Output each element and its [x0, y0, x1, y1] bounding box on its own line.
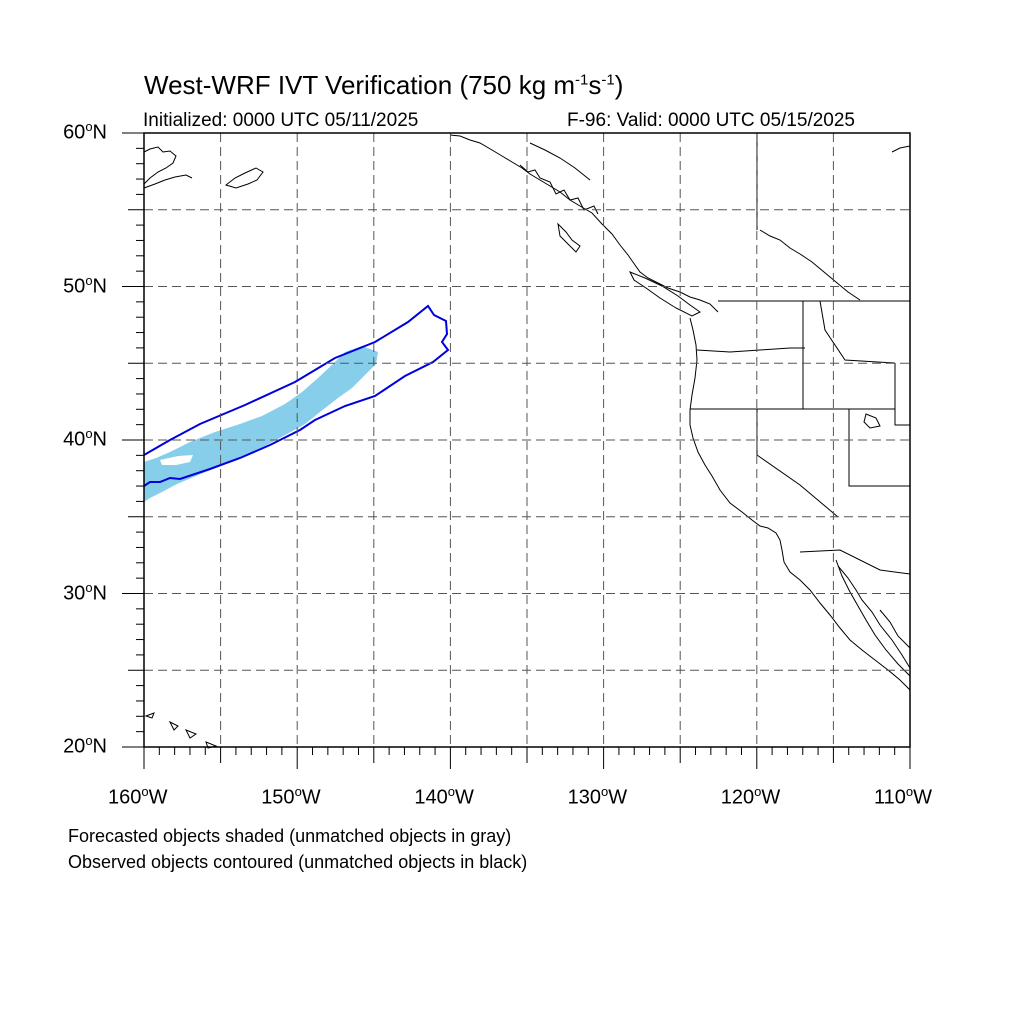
valid-time-label: F-96: Valid: 0000 UTC 05/15/2025 — [567, 110, 855, 131]
initialized-label: Initialized: 0000 UTC 05/11/2025 — [143, 110, 419, 131]
tick-number: 30 — [63, 582, 86, 605]
vancouver-island — [628, 271, 701, 317]
gridlines — [144, 133, 910, 747]
hemisphere-letter: W — [913, 786, 933, 809]
degree-mark: o — [447, 784, 455, 799]
us-mexico-border — [799, 549, 911, 575]
hawaii-islands — [144, 712, 218, 749]
lat-label-50: 50oN — [63, 273, 107, 299]
map-frame-group — [122, 132, 911, 769]
forecast-object-gap — [160, 455, 193, 465]
degree-mark: o — [85, 119, 93, 134]
forecast-ivt-object — [144, 346, 378, 502]
tick-number: 40 — [63, 428, 86, 451]
hemisphere-letter: W — [761, 786, 781, 809]
kodiak-island — [224, 167, 264, 189]
degree-mark: o — [905, 784, 914, 799]
degree-mark: o — [85, 579, 93, 595]
haida-gwaii — [557, 222, 581, 253]
degree-mark: o — [85, 733, 93, 748]
degree-mark: o — [754, 784, 762, 799]
tick-number: 50 — [63, 275, 86, 298]
tick-number: 140 — [414, 786, 448, 809]
tick-number: 110 — [874, 786, 906, 809]
wyoming-border — [894, 363, 910, 426]
california-nevada-border — [756, 409, 839, 518]
lat-label-60: 60oN — [63, 119, 107, 145]
lat-label-40: 40oN — [63, 426, 107, 452]
nevada-utah-border — [848, 409, 910, 487]
hemisphere-letter: N — [92, 275, 107, 298]
hemisphere-letter: W — [301, 786, 321, 809]
tick-number: 120 — [720, 786, 755, 809]
title-sup-2: -1 — [601, 71, 615, 89]
hemisphere-letter: N — [92, 121, 107, 144]
lon-label-150: 150oW — [261, 784, 321, 810]
hemisphere-letter: N — [92, 428, 107, 451]
title-main: West-WRF IVT Verification (750 kg m — [144, 70, 576, 100]
observed-object-contour — [143, 304, 450, 487]
alaska-peninsula-south-coast — [143, 174, 193, 189]
forecast-object-shaded — [144, 346, 378, 502]
tick-number: 150 — [261, 786, 295, 809]
alaska-peninsula-coast — [143, 146, 177, 185]
canada-alaska-inland — [759, 229, 861, 301]
northeast-coast-fragment — [891, 145, 911, 153]
us-pacific-coast — [689, 317, 911, 691]
lon-label-160: 160oW — [108, 784, 168, 810]
hemisphere-letter: W — [148, 786, 168, 809]
mainland-mexico-coast — [879, 609, 911, 649]
tick-number: 130 — [567, 786, 601, 809]
tick-number: 160 — [108, 786, 142, 809]
lon-label-120: 120oW — [721, 784, 781, 810]
alaska-panhandle-islands — [519, 164, 599, 215]
degree-mark: o — [600, 784, 609, 799]
title-sup-1: -1 — [575, 71, 589, 89]
alaska-coast-border — [529, 142, 591, 181]
baja-peninsula-inner — [835, 559, 911, 677]
hemisphere-letter: N — [92, 735, 107, 758]
title-end: ) — [614, 70, 624, 100]
forecast-legend-note: Forecasted objects shaded (unmatched obj… — [68, 826, 512, 846]
coastlines — [143, 134, 911, 749]
hemisphere-letter: W — [608, 786, 628, 809]
degree-mark: o — [85, 272, 93, 288]
washington-oregon-border — [696, 347, 805, 353]
gulf-of-california — [837, 565, 911, 669]
degree-mark: o — [85, 426, 93, 441]
observed-ivt-contour — [143, 304, 450, 487]
tick-number: 60 — [63, 121, 86, 144]
title-mid: s — [588, 70, 602, 100]
hemisphere-letter: W — [455, 786, 474, 809]
observed-legend-note: Observed objects contoured (unmatched ob… — [68, 852, 528, 872]
lon-label-110: 110oW — [874, 784, 932, 810]
degree-mark: o — [294, 784, 302, 799]
tick-number: 20 — [63, 735, 86, 758]
lon-label-140: 140oW — [414, 784, 474, 810]
great-salt-lake — [863, 413, 881, 429]
alaska-gulf-coast — [449, 134, 719, 313]
lat-label-20: 20oN — [63, 733, 107, 759]
hemisphere-letter: N — [92, 582, 107, 605]
montana-wyoming-border — [819, 300, 896, 364]
lon-label-130: 130oW — [568, 784, 628, 810]
plot-title: West-WRF IVT Verification (750 kg m-1s-1… — [144, 70, 623, 101]
political-borders — [529, 133, 911, 575]
degree-mark: o — [141, 784, 149, 799]
lat-label-30: 30oN — [63, 580, 107, 606]
